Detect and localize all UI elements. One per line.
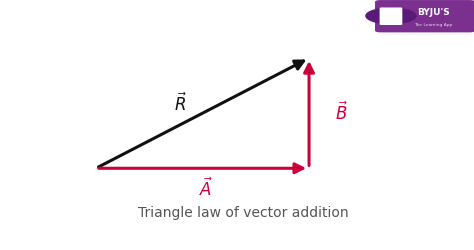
- Text: $\vec{A}$: $\vec{A}$: [199, 177, 213, 199]
- Text: BYJU'S: BYJU'S: [417, 8, 449, 17]
- Text: $\vec{B}$: $\vec{B}$: [336, 102, 349, 124]
- Text: Triangle law of vector addition: Triangle law of vector addition: [137, 205, 348, 219]
- FancyBboxPatch shape: [375, 1, 474, 33]
- FancyBboxPatch shape: [380, 8, 402, 26]
- Text: $\vec{R}$: $\vec{R}$: [174, 92, 187, 114]
- Text: The Learning App: The Learning App: [414, 23, 452, 27]
- Circle shape: [366, 9, 416, 24]
